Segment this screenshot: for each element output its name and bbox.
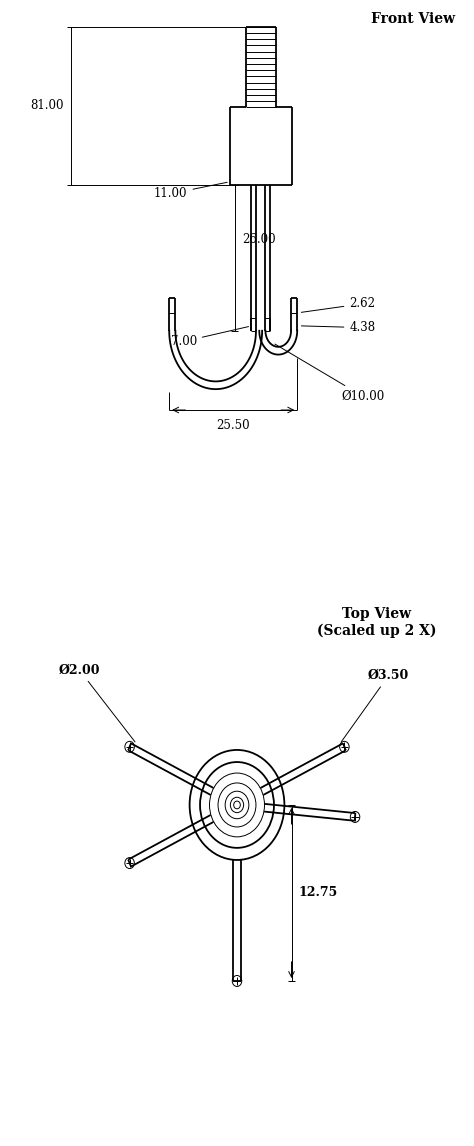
Text: Ø10.00: Ø10.00 — [275, 344, 384, 402]
Text: Top View
(Scaled up 2 X): Top View (Scaled up 2 X) — [317, 607, 436, 637]
Text: 12.75: 12.75 — [299, 887, 338, 900]
Text: 26.00: 26.00 — [242, 234, 275, 246]
Text: Ø2.00: Ø2.00 — [58, 664, 135, 741]
Text: 81.00: 81.00 — [30, 100, 64, 112]
Text: 4.38: 4.38 — [301, 321, 375, 335]
Text: Ø3.50: Ø3.50 — [341, 669, 410, 741]
Text: 2.62: 2.62 — [301, 297, 375, 313]
Text: 25.50: 25.50 — [217, 419, 250, 432]
Text: 7.00: 7.00 — [171, 327, 248, 348]
Text: Front View: Front View — [371, 11, 455, 26]
Text: 11.00: 11.00 — [154, 182, 227, 201]
